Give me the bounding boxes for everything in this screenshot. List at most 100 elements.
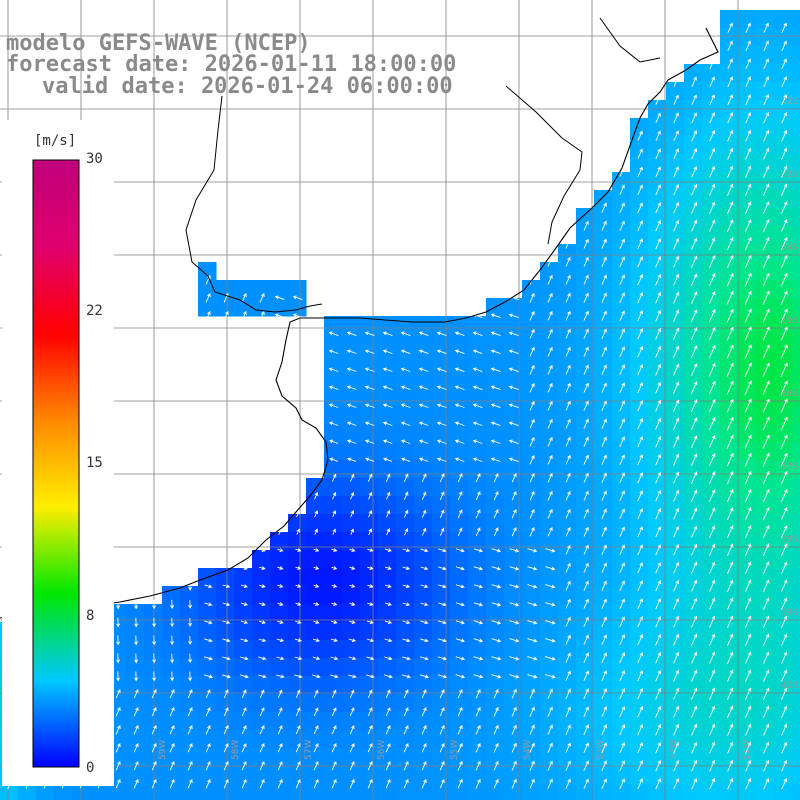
wind-arrow xyxy=(188,582,193,591)
wind-speed-cell xyxy=(774,514,793,533)
wind-speed-cell xyxy=(774,118,793,137)
wind-speed-cell xyxy=(792,424,800,443)
wind-speed-cell xyxy=(396,658,415,677)
wind-speed-cell xyxy=(180,604,199,623)
wind-speed-cell xyxy=(720,352,739,371)
wind-speed-cell xyxy=(360,784,379,800)
wind-arrow xyxy=(709,759,716,772)
wind-arrow xyxy=(726,201,734,214)
wind-speed-cell xyxy=(486,316,505,335)
wind-speed-cell xyxy=(432,568,451,587)
wind-speed-cell xyxy=(792,64,800,83)
wind-arrow xyxy=(473,566,484,571)
wind-speed-cell xyxy=(576,244,595,263)
wind-arrow xyxy=(637,220,643,232)
wind-speed-cell xyxy=(648,388,667,407)
wind-speed-cell xyxy=(558,532,577,551)
wind-arrow xyxy=(400,331,411,337)
wind-arrow xyxy=(781,22,787,33)
wind-speed-cell xyxy=(684,172,703,191)
wind-arrow xyxy=(601,634,607,646)
wind-speed-cell xyxy=(738,388,757,407)
wind-speed-cell xyxy=(702,352,721,371)
wind-speed-cell xyxy=(306,676,325,695)
wind-arrow xyxy=(763,705,770,718)
wind-arrow xyxy=(527,656,538,661)
wind-speed-cell xyxy=(684,496,703,515)
wind-speed-cell xyxy=(684,406,703,425)
wind-arrow xyxy=(331,742,337,753)
wind-arrow xyxy=(529,778,535,789)
wind-speed-cell xyxy=(252,568,271,587)
wind-speed-cell xyxy=(468,730,487,749)
wind-arrow xyxy=(619,526,625,537)
wind-arrow xyxy=(421,706,427,717)
wind-speed-cell xyxy=(630,172,649,191)
wind-speed-cell xyxy=(684,640,703,659)
wind-speed-cell xyxy=(396,370,415,389)
lat-label: 38S xyxy=(781,535,798,545)
wind-speed-cell xyxy=(720,10,739,29)
wind-speed-cell xyxy=(720,784,739,800)
wind-speed-cell xyxy=(198,622,217,641)
wind-speed-cell xyxy=(198,676,217,695)
wind-arrow xyxy=(619,166,625,177)
wind-speed-cell xyxy=(396,694,415,713)
wind-speed-cell xyxy=(774,694,793,713)
wind-arrow xyxy=(619,418,625,430)
wind-speed-cell xyxy=(648,550,667,569)
wind-speed-cell xyxy=(144,730,163,749)
wind-speed-cell xyxy=(18,784,37,800)
wind-speed-cell xyxy=(468,622,487,641)
wind-arrow xyxy=(169,760,175,771)
wind-arrow xyxy=(637,669,644,682)
wind-arrow xyxy=(277,689,283,698)
wind-arrow xyxy=(349,620,356,624)
wind-speed-cell xyxy=(162,784,181,800)
wind-arrow xyxy=(170,617,175,628)
wind-speed-cell xyxy=(612,298,631,317)
wind-arrow xyxy=(472,331,483,337)
wind-arrow xyxy=(295,778,301,789)
wind-speed-cell xyxy=(594,262,613,281)
wind-arrow xyxy=(547,688,553,699)
wind-arrow xyxy=(781,669,788,682)
wind-arrow xyxy=(565,706,571,717)
wind-arrow xyxy=(151,724,157,735)
wind-arrow xyxy=(529,742,535,753)
lat-label: 35S xyxy=(781,316,798,326)
wind-arrow xyxy=(402,620,411,625)
wind-speed-cell xyxy=(414,406,433,425)
wind-speed-cell xyxy=(270,694,289,713)
wind-speed-cell xyxy=(252,586,271,605)
wind-speed-cell xyxy=(630,262,649,281)
wind-speed-cell xyxy=(558,658,577,677)
wind-arrow xyxy=(475,491,481,501)
wind-speed-cell xyxy=(324,622,343,641)
wind-arrow xyxy=(744,416,752,431)
wind-arrow xyxy=(508,403,519,409)
wind-arrow xyxy=(637,760,643,772)
wind-speed-cell xyxy=(576,298,595,317)
wind-speed-cell xyxy=(576,226,595,245)
wind-speed-cell xyxy=(360,424,379,443)
wind-speed-cell xyxy=(540,532,559,551)
wind-speed-cell xyxy=(720,64,739,83)
wind-arrow xyxy=(364,439,375,444)
wind-speed-cell xyxy=(216,604,235,623)
wind-arrow xyxy=(565,544,571,555)
wind-speed-cell xyxy=(756,352,775,371)
wind-speed-cell xyxy=(774,568,793,587)
wind-arrow xyxy=(292,295,303,301)
wind-speed-cell xyxy=(270,712,289,731)
wind-speed-cell xyxy=(144,622,163,641)
wind-arrow xyxy=(637,490,643,502)
wind-arrow xyxy=(400,367,411,372)
wind-speed-cell xyxy=(702,766,721,785)
wind-speed-cell xyxy=(738,478,757,497)
wind-speed-cell xyxy=(450,586,469,605)
wind-arrow xyxy=(619,202,625,213)
wind-arrow xyxy=(349,584,356,588)
wind-arrow xyxy=(637,705,644,718)
wind-speed-cell xyxy=(756,370,775,389)
